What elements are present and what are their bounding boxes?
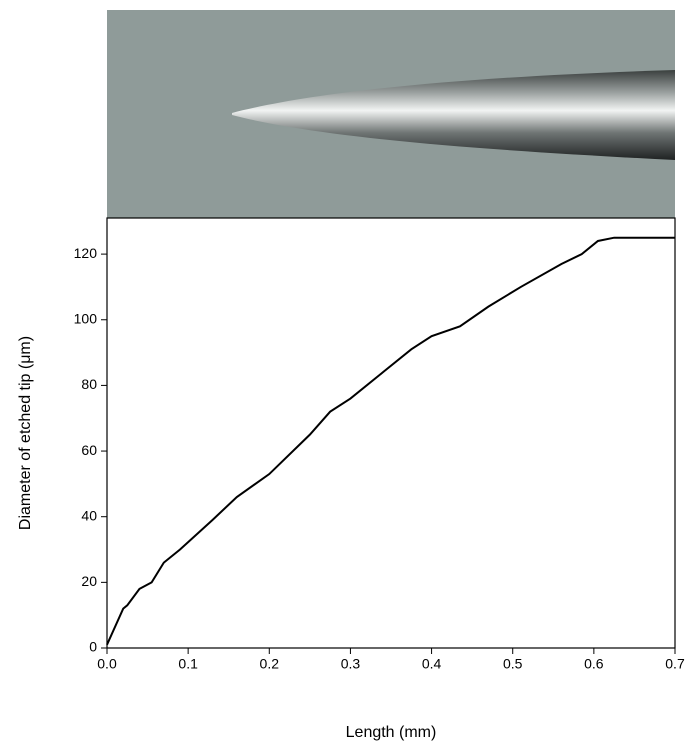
x-tick-label: 0.5: [503, 656, 523, 672]
y-tick-label: 100: [74, 310, 98, 326]
y-tick-label: 60: [81, 442, 97, 458]
x-tick-label: 0.6: [584, 656, 604, 672]
y-tick-label: 0: [89, 639, 97, 655]
y-tick-label: 40: [81, 507, 97, 523]
x-tick-label: 0.4: [422, 656, 442, 672]
y-tick-label: 20: [81, 573, 97, 589]
x-tick-label: 0.7: [665, 656, 685, 672]
photo: [107, 10, 675, 218]
x-tick-label: 0.1: [178, 656, 198, 672]
x-tick-label: 0.3: [341, 656, 361, 672]
x-axis-title: Length (mm): [346, 724, 437, 741]
plot-frame: [106, 217, 676, 649]
x-tick-label: 0.2: [260, 656, 280, 672]
y-tick-label: 120: [74, 245, 98, 261]
y-tick-label: 80: [81, 376, 97, 392]
needle: [232, 70, 675, 160]
x-tick-label: 0.0: [97, 656, 117, 672]
y-axis-title: Diameter of etched tip (μm): [17, 336, 34, 530]
data-line: [106, 236, 675, 646]
